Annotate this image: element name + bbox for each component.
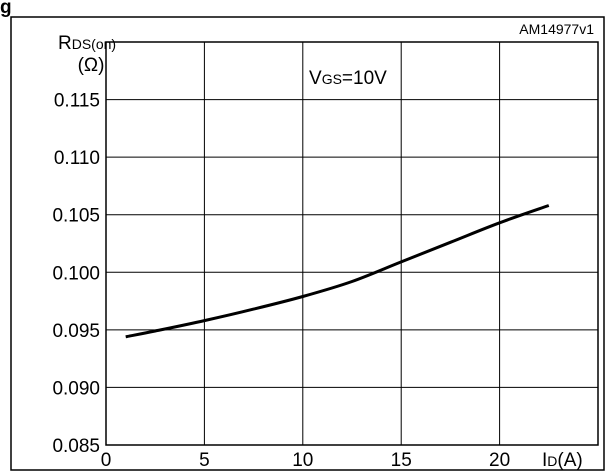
series-lines <box>125 204 550 339</box>
x-tick-label: 0 <box>101 450 112 471</box>
x-axis-label-subscript: D <box>547 453 557 469</box>
y-axis-label: RDS(on) <box>58 33 116 54</box>
condition-annotation: VGS=10V <box>309 68 387 89</box>
y-axis-label-subscript: DS(on) <box>72 36 116 52</box>
condition-suffix: =10V <box>342 68 387 89</box>
header-fragment: g <box>0 0 12 18</box>
y-tick-label: 0.110 <box>54 148 100 169</box>
x-tick-label: 20 <box>489 450 510 471</box>
x-axis-label: ID(A) <box>542 450 583 471</box>
y-tick-label: 0.090 <box>52 378 100 399</box>
condition-subscript: GS <box>322 71 342 87</box>
x-tick-label: 15 <box>391 450 412 471</box>
y-tick-label: 0.095 <box>52 321 100 342</box>
x-axis-label-main: I <box>542 450 547 471</box>
y-tick-label: 0.085 <box>52 436 100 457</box>
x-tick-label: 5 <box>199 450 210 471</box>
y-axis-label-main: R <box>58 33 72 54</box>
y-tick-label: 0.115 <box>54 91 100 112</box>
chart-id-label: AM14977v1 <box>519 21 594 37</box>
series-line <box>125 204 550 339</box>
y-tick-label: 0.100 <box>52 263 100 284</box>
y-axis-unit: (Ω) <box>78 55 105 76</box>
tick-labels: 0 5 10 15 20 0.085 0.090 0.095 0.100 0.105 0.110 0.… <box>52 91 510 471</box>
condition-prefix: V <box>309 68 322 89</box>
plot-area <box>105 41 599 446</box>
x-axis-label-unit: (A) <box>557 450 582 471</box>
x-tick-label: 10 <box>292 450 313 471</box>
grid <box>106 42 598 445</box>
y-tick-label: 0.105 <box>52 206 100 227</box>
figure-frame <box>10 16 605 471</box>
